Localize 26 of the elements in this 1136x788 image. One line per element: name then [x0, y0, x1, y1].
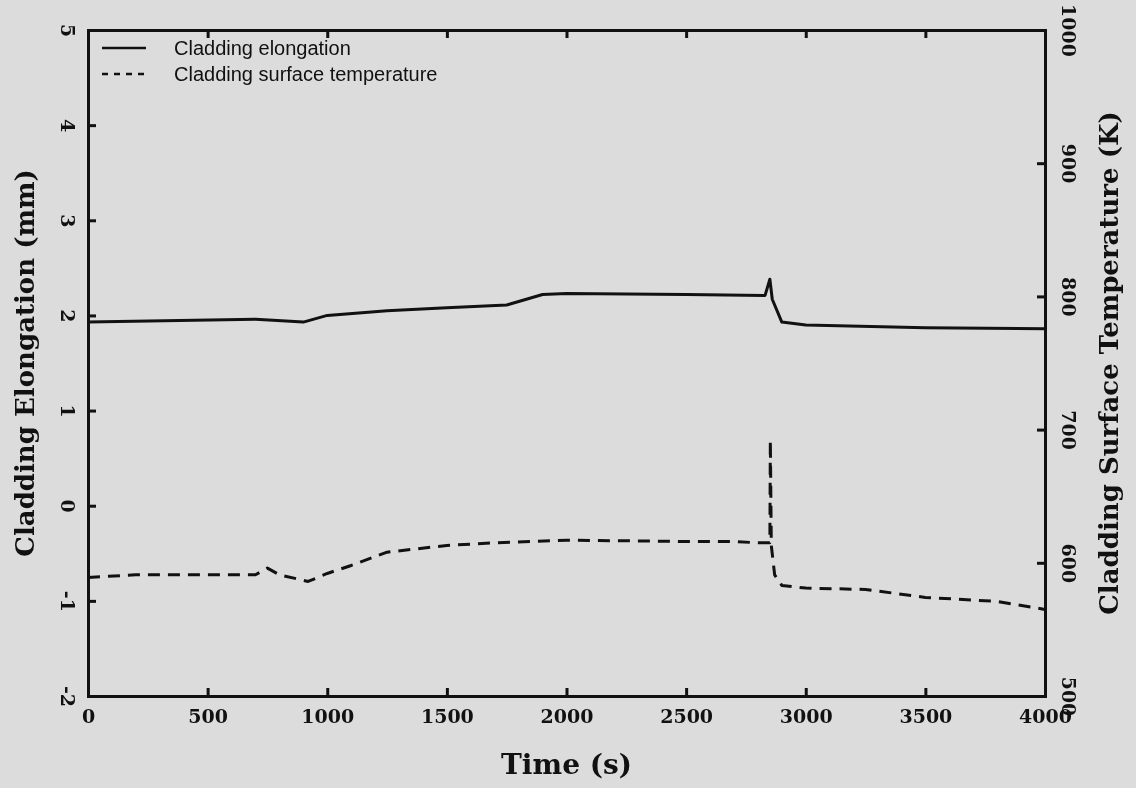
x-tick-label: 2000 — [540, 705, 594, 728]
y-tick-label: 4 — [57, 119, 80, 133]
legend-label: Cladding elongation — [174, 37, 351, 59]
x-tick-label: 500 — [188, 705, 228, 728]
y2-tick-label: 700 — [1058, 410, 1081, 450]
x-tick-label: 2500 — [660, 705, 714, 728]
y-tick-label: 3 — [57, 214, 80, 228]
y-tick-label: 0 — [57, 499, 80, 513]
x-tick-label: 1500 — [420, 705, 474, 728]
y2-tick-label: 1000 — [1058, 4, 1081, 57]
y-axis-title: Cladding Elongation (mm) — [10, 169, 40, 557]
y2-tick-label: 900 — [1058, 143, 1081, 184]
x-tick-label: 0 — [81, 705, 96, 728]
y2-tick-label: 800 — [1058, 277, 1081, 317]
y-tick-label: -2 — [57, 685, 80, 708]
y-tick-label: 5 — [57, 23, 80, 38]
y-tick-label: 1 — [57, 404, 80, 418]
y-tick-label: -1 — [57, 590, 80, 612]
x-tick-label: 1000 — [301, 705, 355, 728]
x-axis-title: Time (s) — [501, 748, 632, 781]
y2-axis-title: Cladding Surface Temperature (K) — [1094, 111, 1124, 615]
legend-label: Cladding surface temperature — [174, 63, 438, 85]
x-tick-label: 3500 — [899, 705, 953, 728]
x-tick-label: 3000 — [779, 705, 833, 728]
y-tick-label: 2 — [57, 309, 80, 323]
y2-tick-label: 600 — [1058, 543, 1081, 584]
